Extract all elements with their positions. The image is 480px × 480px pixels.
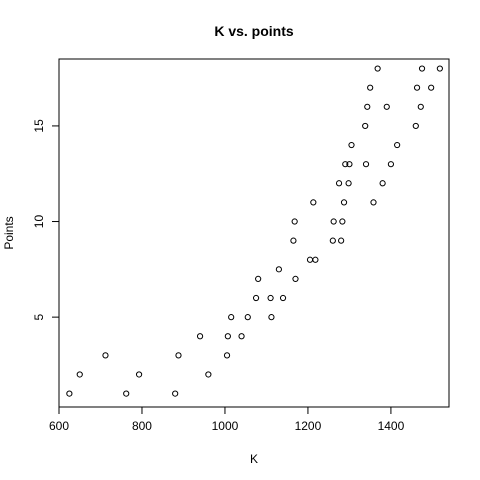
data-point bbox=[268, 314, 275, 321]
data-point bbox=[312, 256, 319, 263]
data-point bbox=[224, 333, 231, 340]
data-point bbox=[338, 237, 345, 244]
x-axis: 600 800 1000 1200 1400 bbox=[49, 406, 405, 433]
data-point bbox=[275, 266, 282, 273]
data-point bbox=[292, 275, 299, 282]
data-point bbox=[228, 314, 235, 321]
chart-title: K vs. points bbox=[214, 23, 294, 39]
x-tick-label: 1400 bbox=[378, 419, 405, 433]
data-point bbox=[418, 65, 426, 72]
data-point bbox=[370, 199, 377, 206]
data-point bbox=[252, 294, 260, 302]
data-point bbox=[412, 122, 419, 130]
data-point bbox=[76, 371, 83, 378]
x-tick-label: 800 bbox=[132, 419, 152, 433]
data-point bbox=[362, 122, 369, 130]
y-tick-label: 5 bbox=[32, 313, 46, 320]
data-point bbox=[379, 180, 386, 187]
data-point bbox=[329, 237, 336, 244]
data-point bbox=[306, 256, 314, 263]
data-point bbox=[436, 65, 443, 72]
data-point bbox=[123, 390, 130, 397]
data-point bbox=[244, 314, 251, 321]
data-point bbox=[267, 294, 274, 302]
data-point bbox=[362, 161, 370, 168]
data-point bbox=[428, 84, 435, 91]
y-tick-label: 10 bbox=[32, 215, 46, 229]
data-point bbox=[205, 371, 212, 378]
y-tick-label: 15 bbox=[32, 119, 46, 133]
data-point bbox=[339, 218, 346, 225]
data-point bbox=[279, 294, 287, 302]
data-point bbox=[310, 199, 317, 206]
data-point bbox=[340, 199, 348, 206]
x-axis-label: K bbox=[250, 452, 258, 466]
data-points bbox=[66, 65, 443, 397]
data-point bbox=[374, 65, 381, 72]
plot-frame bbox=[58, 58, 450, 408]
data-point bbox=[172, 390, 179, 397]
data-point bbox=[330, 218, 337, 225]
data-point bbox=[223, 352, 231, 359]
data-point bbox=[394, 141, 401, 149]
data-point bbox=[364, 103, 371, 110]
x-tick-label: 1200 bbox=[295, 419, 322, 433]
data-point bbox=[345, 180, 352, 187]
y-axis: 5 10 15 bbox=[32, 119, 60, 320]
data-point bbox=[196, 333, 204, 340]
data-point bbox=[102, 352, 109, 359]
data-point bbox=[367, 84, 374, 91]
x-tick-label: 600 bbox=[49, 419, 69, 433]
data-point bbox=[66, 390, 73, 397]
data-point bbox=[387, 161, 395, 168]
data-point bbox=[348, 141, 355, 149]
data-point bbox=[417, 103, 424, 110]
data-point bbox=[291, 218, 298, 225]
data-point bbox=[342, 161, 349, 168]
data-point bbox=[135, 371, 143, 378]
data-point bbox=[413, 84, 421, 91]
data-point bbox=[335, 180, 343, 187]
data-point bbox=[255, 275, 262, 282]
data-point bbox=[175, 352, 182, 359]
data-point bbox=[383, 103, 390, 110]
data-point bbox=[290, 237, 297, 244]
y-axis-label: Points bbox=[2, 216, 16, 249]
x-tick-label: 1000 bbox=[212, 419, 239, 433]
data-point bbox=[346, 161, 353, 168]
data-point bbox=[238, 333, 245, 340]
